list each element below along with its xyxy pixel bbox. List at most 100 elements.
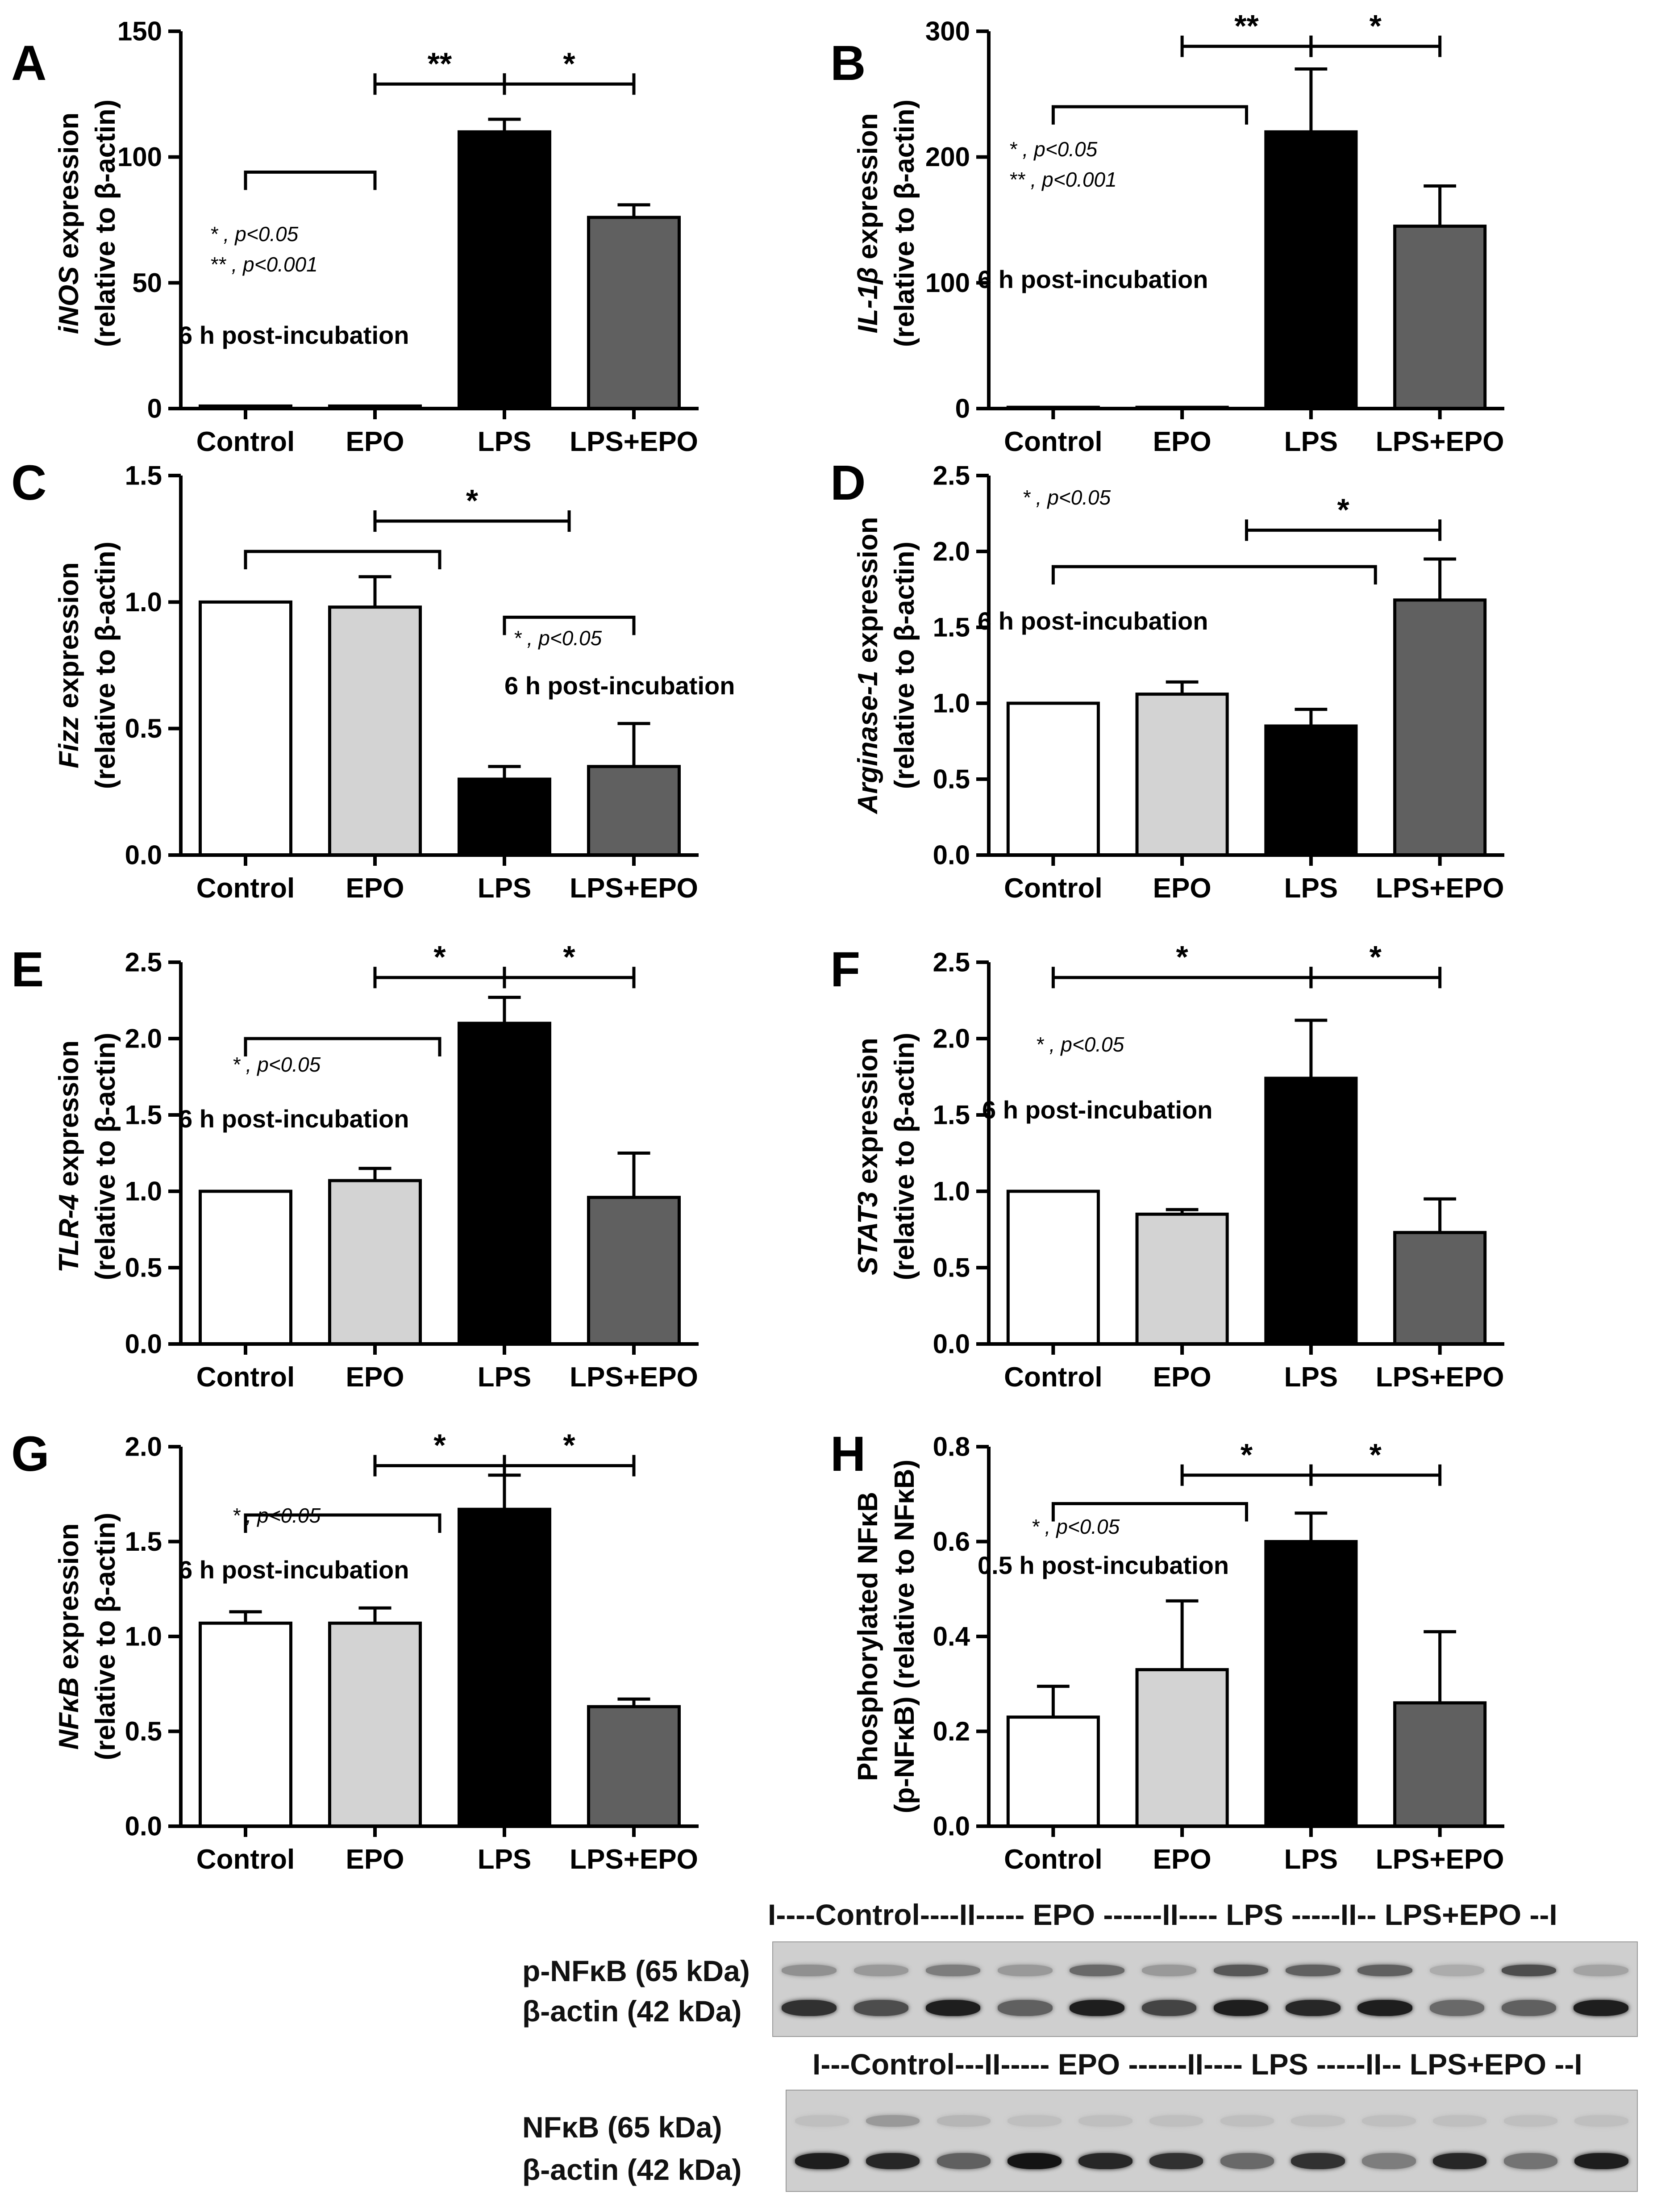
blot-header: I----Control----II----- EPO ------II----… — [768, 1898, 1557, 1931]
y-tick-label: 1.5 — [125, 461, 162, 491]
significance-bracket — [1051, 1502, 1248, 1522]
y-axis-label-text: expression — [54, 1040, 84, 1194]
significance-legend: ** , p<0.001 — [1009, 168, 1117, 191]
significance-legend: * , p<0.05 — [1036, 1033, 1124, 1056]
significance-label: * — [563, 939, 575, 974]
x-tick-label: Control — [1004, 873, 1102, 904]
significance-label: ** — [1234, 8, 1259, 43]
panel-letter: G — [11, 1427, 50, 1482]
y-tick-label: 0.0 — [933, 840, 970, 870]
blot-label-top: NFκB (65 kDa) — [522, 2111, 722, 2144]
y-axis-label-text: expression — [853, 113, 883, 267]
y-tick-label: 2.5 — [125, 947, 162, 977]
y-tick-label: 2.5 — [933, 947, 970, 977]
x-tick-label: EPO — [346, 873, 404, 904]
y-tick-label: 0.8 — [933, 1432, 970, 1462]
y-axis-label-line1: NFκB expression — [54, 1523, 84, 1749]
x-tick-label: Control — [196, 1844, 295, 1875]
bar-control — [199, 600, 292, 857]
significance-label: * — [1176, 939, 1189, 974]
y-tick-label: 1.5 — [933, 613, 970, 643]
blot-label-bottom: β-actin (42 kDa) — [522, 1995, 742, 2028]
y-tick-label: 1.0 — [125, 1622, 162, 1652]
x-tick-label: LPS — [1284, 426, 1338, 457]
significance-label: * — [1370, 939, 1382, 974]
band-target — [1503, 2115, 1558, 2127]
y-tick-label: 1.5 — [933, 1100, 970, 1130]
band-actin — [1149, 2153, 1203, 2169]
y-axis-label: NFκB expression (relative to β-actin) — [54, 1513, 121, 1761]
y-axis-label-line1: STAT3 expression — [853, 1038, 883, 1275]
y-tick-label: 2.5 — [933, 461, 970, 491]
y-tick-label: 0.0 — [125, 840, 162, 870]
y-axis-label-text: Phosphorylated NFκB — [853, 1492, 883, 1781]
y-tick-label: 1.0 — [933, 689, 970, 718]
band-actin — [1574, 2000, 1628, 2016]
x-tick-label: Control — [1004, 426, 1102, 457]
band-target — [1149, 2115, 1203, 2127]
x-tick-label: LPS+EPO — [570, 1844, 698, 1875]
band-target — [1008, 2115, 1062, 2127]
y-tick-label: 0.2 — [933, 1716, 970, 1746]
panel-f: F 0.0 0.5 1.0 1.5 2.0 2.5 Control EPO LPS LPS+EPO S… — [830, 939, 1504, 1393]
band-target — [1362, 2115, 1416, 2127]
band-actin — [1574, 2153, 1628, 2169]
y-axis-label-text: expression — [54, 113, 84, 267]
y-tick-label: 1.0 — [933, 1177, 970, 1206]
band-target — [795, 2115, 849, 2127]
y-tick-label: 150 — [117, 17, 162, 46]
y-axis-label-line2: (relative to β-actin) — [889, 1033, 920, 1281]
y-axis-label-line1: TLR-4 expression — [54, 1040, 84, 1273]
bar-lps-epo — [587, 765, 681, 857]
bracket-line — [1051, 1502, 1248, 1522]
y-tick-label: 0.0 — [933, 1811, 970, 1841]
bar-lps-epo — [587, 1705, 681, 1828]
y-axis-label-line1: IL-1β expression — [853, 113, 883, 333]
significance-bracket: * — [1180, 1437, 1313, 1486]
band-actin — [853, 2000, 909, 2016]
significance-legend: * , p<0.05 — [210, 222, 299, 246]
band-actin — [1432, 2153, 1487, 2169]
panel-c: C 0.0 0.5 1.0 1.5 Control EPO LPS LPS+EPO Fizz ex… — [11, 455, 735, 904]
blot-gel-nfkb — [786, 2090, 1638, 2192]
panel-letter: C — [11, 455, 46, 510]
x-tick-label: LPS+EPO — [1376, 1844, 1504, 1875]
significance-bracket: * — [1309, 8, 1442, 57]
x-tick-label: EPO — [1153, 1844, 1212, 1875]
bar-epo — [1135, 693, 1229, 857]
bar-control — [199, 1621, 292, 1828]
bar-lps-epo — [1393, 1231, 1487, 1346]
y-axis-label-gene: Arginase-1 — [853, 671, 883, 814]
significance-bracket: * — [1309, 1437, 1442, 1486]
panel-letter: D — [830, 455, 866, 510]
x-tick-label: EPO — [1153, 873, 1212, 904]
x-tick-label: EPO — [1153, 1362, 1212, 1393]
band-target — [1213, 1965, 1269, 1976]
band-target — [1141, 1965, 1197, 1976]
x-tick-label: LPS+EPO — [570, 873, 698, 904]
y-tick-label: 0.4 — [933, 1622, 970, 1652]
incubation-note: 6 h post-incubation — [179, 321, 409, 349]
bracket-line — [244, 1513, 441, 1533]
band-target — [1501, 1965, 1557, 1976]
x-tick-label: LPS+EPO — [1376, 873, 1504, 904]
y-axis-label-gene: TLR-4 — [54, 1194, 84, 1273]
band-actin — [1429, 2000, 1485, 2016]
panel-d: D 0.0 0.5 1.0 1.5 2.0 2.5 Control EPO LPS LPS+EPO A… — [830, 455, 1504, 904]
y-axis-label-line2: (relative to β-actin) — [90, 1513, 121, 1761]
significance-bracket: * — [373, 1428, 506, 1477]
significance-bracket — [503, 615, 636, 635]
y-tick-label: 2.0 — [933, 537, 970, 567]
band-actin — [1291, 2153, 1345, 2169]
blot-header: I---Control---II----- EPO ------II---- L… — [812, 2048, 1582, 2081]
bar-lps-epo — [1393, 598, 1487, 857]
y-tick-label: 100 — [925, 268, 970, 298]
bar-control — [1006, 1189, 1100, 1346]
band-target — [1078, 2115, 1132, 2127]
bar-control — [199, 1189, 292, 1346]
y-axis-label-text: expression — [54, 1523, 84, 1677]
bar-lps — [458, 1022, 551, 1346]
panel-letter: A — [11, 36, 46, 91]
panel-letter: H — [830, 1427, 866, 1482]
